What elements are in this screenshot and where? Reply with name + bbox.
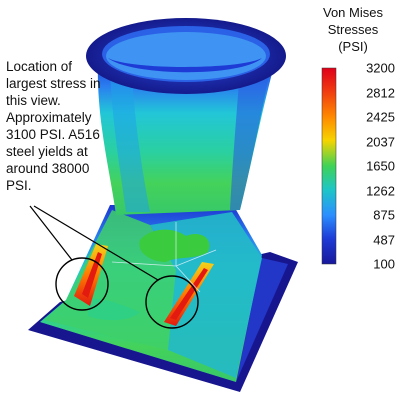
- legend-tick-label: 2812: [366, 85, 395, 100]
- callout-note: Location of largest stress in this view.…: [6, 59, 101, 193]
- legend-tick-label: 3200: [366, 60, 395, 76]
- cylinder-shade: [110, 70, 150, 212]
- legend-tick-label: 1262: [366, 183, 395, 198]
- stress-patch-green-2: [88, 298, 140, 321]
- callout-circle-left: [55, 257, 109, 311]
- legend-tick-label: 2425: [366, 109, 395, 125]
- hotspot-right-core: [170, 268, 208, 320]
- leader-line-left: [29, 205, 73, 261]
- legend-tick-label: 2037: [366, 134, 395, 149]
- leader-line-right: [33, 205, 159, 281]
- coordinate-axes: [111, 222, 217, 293]
- cylinder-shade-right: [230, 70, 270, 210]
- duct-rim-hole: [106, 32, 266, 80]
- legend-title-line: Stresses: [327, 22, 379, 37]
- callout-circle-right: [145, 275, 199, 329]
- legend-tick-labels: 3200 2812 2425 2037 1650 1262 875 487 10…: [345, 61, 395, 272]
- legend-tick-label: 100: [373, 256, 395, 272]
- stress-patch-green: [139, 229, 210, 262]
- legend-tick-label: 1650: [366, 158, 395, 174]
- legend-title-line: (PSI): [338, 39, 368, 54]
- duct-interior-wall: [108, 58, 262, 73]
- legend-title: Von Mises Stresses (PSI): [310, 4, 396, 55]
- legend-tick-label: 875: [373, 207, 395, 223]
- legend-colorbar: [321, 67, 337, 265]
- legend-title-line: Von Mises: [323, 5, 383, 20]
- legend-tick-label: 487: [373, 232, 395, 247]
